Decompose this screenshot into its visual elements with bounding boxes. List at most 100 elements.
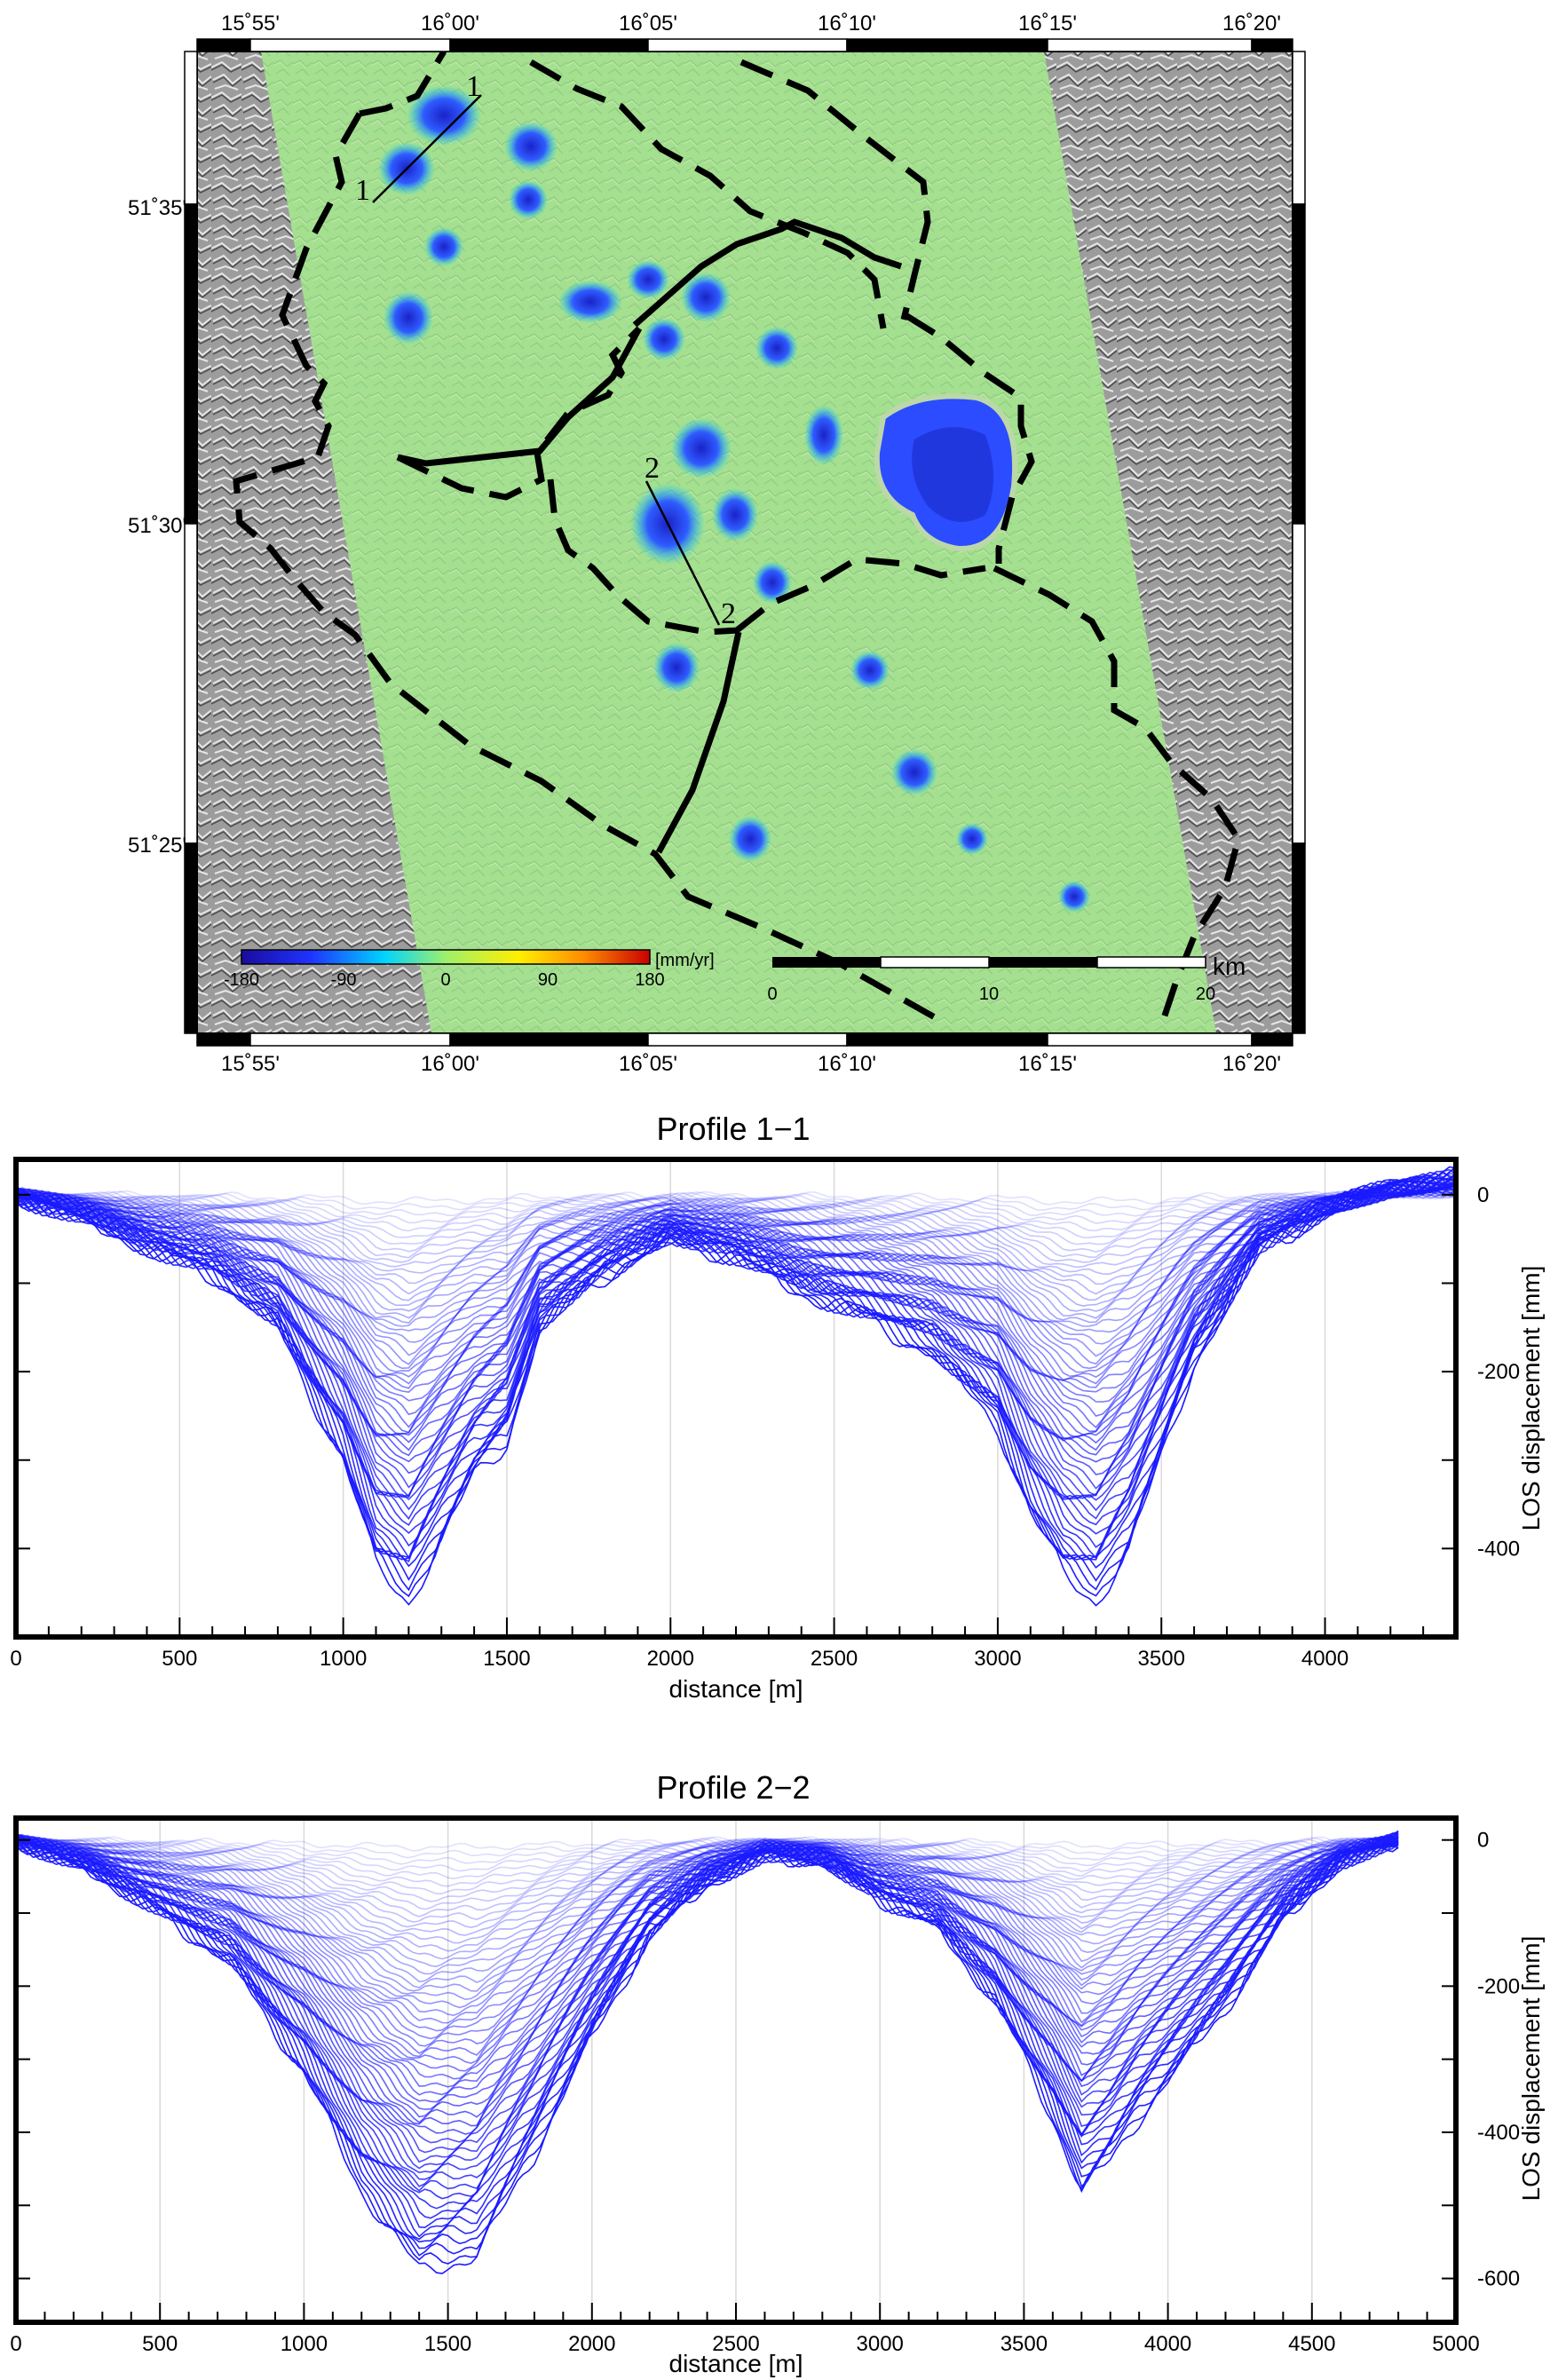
subsidence-patch (755, 327, 798, 369)
lat-tick-label: 51˚35' (128, 196, 186, 220)
colorbar-ramp (241, 949, 651, 965)
frame-segment (184, 203, 198, 525)
subsidence-patch (558, 281, 622, 323)
displacement-series-line (15, 1184, 1457, 1319)
frame-segment (196, 1032, 251, 1047)
y-tick-label: -400 (1477, 1537, 1520, 1561)
displacement-series-line (15, 1176, 1457, 1501)
profile-1-series (15, 1166, 1457, 1607)
displacement-series-line (15, 1838, 1399, 1960)
lat-tick-label: 51˚30' (128, 514, 186, 538)
subsidence-patch (891, 749, 937, 795)
y-axis-label: LOS displacement [mm] (1517, 1936, 1545, 2202)
y-tick-label: -200 (1477, 1360, 1520, 1384)
profile-2-x-ticks: 0 500 1000 1500 2000 2500 3000 3500 4000 4500 5000 (10, 2303, 1480, 2356)
displacement-series-line (15, 1842, 1399, 2274)
subsidence-patch (712, 488, 758, 542)
displacement-series-line (15, 1184, 1457, 1307)
displacement-series-line (15, 1833, 1399, 2174)
displacement-series-line (15, 1838, 1399, 1952)
lon-tick-label: 16˚15' (1018, 1052, 1077, 1076)
colorbar-tick-label: 90 (538, 970, 558, 990)
displacement-series-line (15, 1834, 1399, 1923)
x-tick-label: 2500 (712, 2332, 759, 2356)
profile-1-start-label: 1 (355, 174, 370, 207)
subsidence-patch (643, 318, 685, 360)
displacement-series-line (15, 1185, 1457, 1301)
frame-segment (1292, 203, 1306, 525)
displacement-series-line (15, 1837, 1399, 1887)
x-tick-label: 4000 (1144, 2332, 1191, 2356)
x-axis-label: distance [m] (669, 2350, 803, 2377)
displacement-series-line (15, 1833, 1399, 1989)
x-tick-label: 1000 (281, 2332, 328, 2356)
displacement-series-line (16, 1835, 1399, 2238)
mining-area-boundaries (233, 51, 1242, 1024)
displacement-series-line (15, 1835, 1399, 2257)
subsidence-patch (424, 227, 463, 266)
displacement-series-line (15, 1188, 1457, 1238)
frame-segment (1292, 842, 1306, 1034)
displacement-series-line (15, 1837, 1399, 1895)
displacement-series-line (15, 1188, 1457, 1245)
displacement-series-line (15, 1837, 1399, 1872)
displacement-series-line (15, 1190, 1457, 1206)
lon-tick-label: 16˚05' (619, 12, 677, 36)
map-lon-labels-bottom: 15˚55' 16˚00' 16˚05' 16˚10' 16˚15' 16˚20… (221, 1052, 1281, 1076)
displacement-series-line (15, 1187, 1457, 1259)
insar-swath-texture (261, 51, 1216, 1033)
displacement-series-line (15, 1189, 1457, 1212)
displacement-series-line (15, 1837, 1399, 1944)
y-tick-label: 0 (1477, 1183, 1489, 1207)
displacement-series-line (15, 1172, 1457, 1592)
subsidence-patch (653, 643, 700, 692)
x-tick-label: 4500 (1288, 2332, 1335, 2356)
x-tick-label: 1000 (320, 1647, 367, 1671)
displacement-series-line (15, 1832, 1399, 2110)
profile-lines: 1 1 2 2 (355, 70, 736, 630)
displacement-series-line (15, 1189, 1457, 1217)
lon-tick-label: 16˚00' (421, 12, 479, 36)
displacement-series-line (15, 1180, 1457, 1379)
scalebar: 0 10 20 km (767, 953, 1246, 1004)
subsidence-patch (1058, 881, 1090, 913)
displacement-series-line (15, 1177, 1457, 1438)
x-tick-label: 1500 (424, 2332, 471, 2356)
displacement-series-line (15, 1835, 1399, 1975)
subsidence-patch (509, 180, 548, 219)
profile-2-chart: Profile 2−2 0 500 1000 1500 2000 2500 3000 3500… (10, 1769, 1545, 2377)
displacement-series-line (15, 1836, 1399, 1910)
displacement-series-line (15, 1836, 1399, 1859)
profile-1-x-ticks: 0 500 1000 1500 2000 2500 3000 3500 4000 (10, 1617, 1457, 1671)
x-tick-label: 2000 (647, 1647, 694, 1671)
displacement-series-line (15, 1177, 1457, 1428)
colorbar: -180 -90 0 90 180 [mm/yr] (224, 949, 715, 990)
chart-title: Profile 2−2 (656, 1769, 810, 1806)
lon-tick-label: 15˚55' (221, 1052, 280, 1076)
displacement-series-line (15, 1834, 1399, 1992)
frame-segment (196, 38, 251, 52)
x-tick-label: 3000 (857, 2332, 904, 2356)
x-tick-label: 3500 (1138, 1647, 1185, 1671)
x-tick-label: 0 (10, 2332, 21, 2356)
subsidence-patch (729, 816, 771, 862)
frame-segment (1292, 523, 1306, 844)
subsidence-patch (627, 260, 669, 299)
displacement-series-line (15, 1835, 1399, 1917)
displacement-series-line (15, 1173, 1457, 1498)
lon-tick-label: 16˚05' (619, 1052, 677, 1076)
profile-2-y-ticks: 0 -200 -400 -600 (16, 1829, 1520, 2291)
subsidence-patch (804, 405, 843, 465)
displacement-series-line (15, 1835, 1399, 1983)
frame-segment (449, 38, 649, 52)
profile-2-series (15, 1830, 1399, 2274)
frame-segment (184, 842, 198, 1034)
lon-tick-label: 16˚10' (818, 12, 876, 36)
y-tick-label: -400 (1477, 2121, 1520, 2145)
frame-segment (1292, 51, 1306, 205)
lon-tick-label: 16˚20' (1222, 12, 1281, 36)
frame-segment (647, 38, 848, 52)
profile-2-line (645, 480, 721, 626)
subsidence-patch (850, 651, 890, 690)
